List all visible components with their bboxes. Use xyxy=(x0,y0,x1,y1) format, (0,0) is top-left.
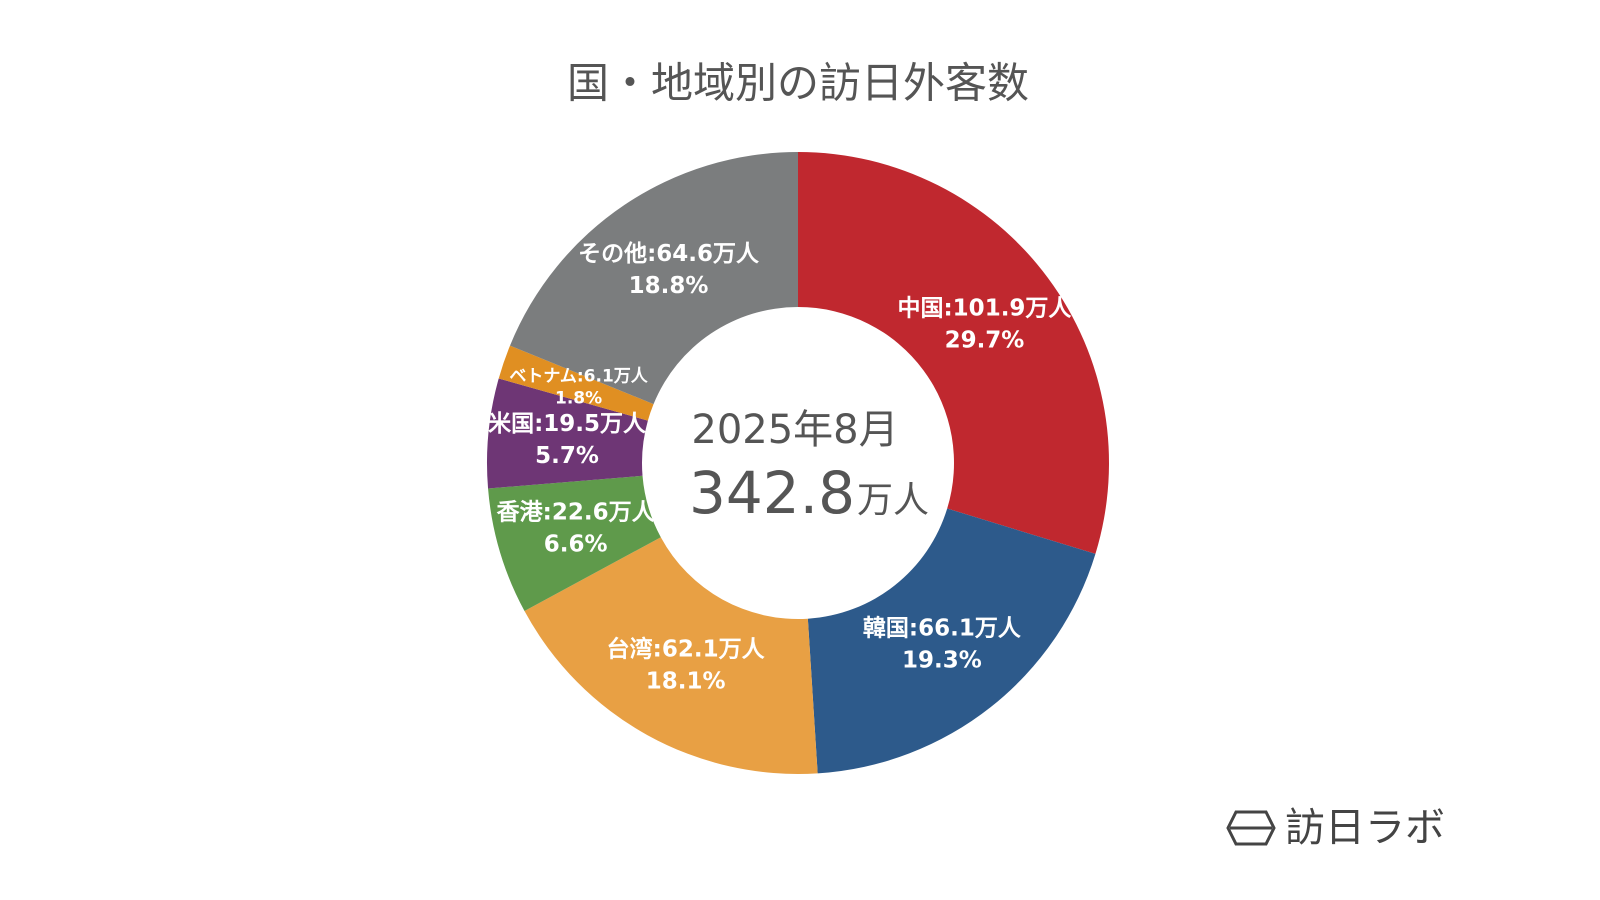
slice-label: 中国:101.9万人 xyxy=(897,295,1072,321)
center-total: 342.8 xyxy=(689,459,855,527)
slice-percent: 1.8% xyxy=(555,389,602,409)
brand-icon xyxy=(1226,810,1276,846)
labels: 中国:101.9万人 29.7% 韓国:66.1万人 19.3% 台湾:62.1万人 18… xyxy=(488,241,1072,694)
brand-logo: 訪日ラボ xyxy=(1226,805,1445,851)
slice xyxy=(487,378,648,489)
slice-label: 米国:19.5万人 xyxy=(488,411,647,437)
slice xyxy=(524,537,818,774)
slice-percent: 18.8% xyxy=(629,273,709,299)
slice xyxy=(488,475,661,612)
slice xyxy=(510,152,798,405)
brand-name: 訪日ラボ xyxy=(1285,805,1445,851)
slice-label: 香港:22.6万人 xyxy=(497,500,656,526)
slice-percent: 6.6% xyxy=(544,532,608,558)
slice-percent: 18.1% xyxy=(646,668,726,694)
slice-percent: 19.3% xyxy=(902,648,982,674)
center-unit: 万人 xyxy=(857,480,929,521)
slices xyxy=(487,152,1109,774)
center-date: 2025年8月 xyxy=(691,407,898,453)
slice-label: ベトナム:6.1万人 xyxy=(509,367,648,387)
slice-label: 韓国:66.1万人 xyxy=(863,615,1022,642)
slice xyxy=(807,508,1096,774)
slice xyxy=(498,345,654,421)
slice-percent: 29.7% xyxy=(945,327,1025,353)
chart-title: 国・地域別の訪日外客数 xyxy=(567,59,1029,108)
slice-label: 台湾:62.1万人 xyxy=(607,635,766,662)
slice xyxy=(798,152,1109,554)
slice-label: その他:64.6万人 xyxy=(578,241,760,267)
slice-percent: 5.7% xyxy=(535,443,599,469)
